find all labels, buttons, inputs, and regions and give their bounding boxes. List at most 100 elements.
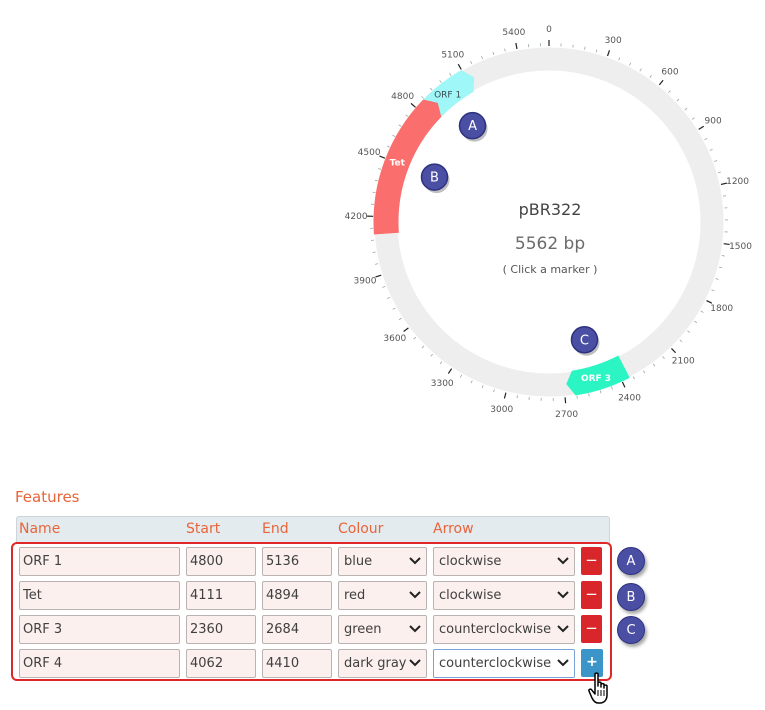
add-feature-button[interactable]: +	[581, 649, 603, 677]
feature-arrow-select[interactable]: clockwise	[433, 547, 575, 576]
feature-colour-select[interactable]: green	[338, 615, 427, 644]
row-badge-c: C	[617, 616, 645, 644]
minor-tick	[439, 80, 442, 83]
feature-start-input[interactable]	[186, 581, 256, 610]
major-tick	[723, 243, 730, 246]
major-tick	[503, 392, 507, 399]
major-tick	[720, 182, 727, 186]
remove-feature-button[interactable]: −	[581, 615, 602, 643]
tick-label: 0	[546, 25, 552, 35]
minor-tick	[599, 390, 602, 394]
plasmid-name: pBR322	[519, 200, 582, 219]
feature-colour-select[interactable]: blue	[338, 547, 427, 576]
minor-tick	[584, 46, 586, 50]
minor-tick	[709, 148, 713, 151]
feature-start-input[interactable]	[186, 615, 256, 644]
column-header-arrow: Arrow	[433, 521, 474, 537]
feature-labels: ORF 1 Tet ORF 3	[390, 90, 611, 384]
feature-colour-value: dark gray	[344, 656, 407, 671]
minor-tick	[595, 49, 598, 53]
major-tick	[379, 155, 386, 159]
tick-label: 2700	[555, 410, 578, 420]
major-tick	[658, 79, 664, 86]
plasmid-size: 5562 bp	[515, 234, 585, 254]
minor-tick	[398, 317, 402, 321]
plasmid-hint: ( Click a marker )	[503, 263, 598, 276]
minor-tick	[639, 68, 642, 72]
minor-tick	[378, 168, 382, 170]
minor-tick	[372, 251, 376, 253]
new-feature-arrow-select[interactable]: counterclockwise	[433, 649, 575, 678]
feature-arrow-select[interactable]: counterclockwise	[433, 615, 575, 644]
major-tick	[403, 327, 409, 332]
column-header-start: Start	[186, 521, 221, 537]
feature-marker[interactable]: C	[570, 326, 600, 356]
major-tick	[375, 274, 382, 278]
minor-tick	[684, 107, 688, 111]
feature-colour-value: red	[344, 588, 366, 603]
minor-tick	[632, 376, 635, 380]
minor-tick	[413, 336, 417, 340]
feature-start-input[interactable]	[186, 547, 256, 576]
minor-tick	[405, 114, 409, 117]
minor-tick	[629, 62, 632, 66]
feature-name-input[interactable]	[19, 581, 180, 610]
minor-tick	[652, 363, 656, 367]
feature-end-input[interactable]	[262, 615, 332, 644]
minor-tick	[676, 98, 680, 102]
feature-colour-select[interactable]: red	[338, 581, 427, 610]
minor-tick	[429, 87, 433, 91]
major-tick	[564, 397, 567, 404]
minor-tick	[694, 320, 698, 324]
remove-feature-button[interactable]: −	[581, 581, 602, 609]
feature-arc[interactable]	[566, 355, 630, 396]
major-tick	[698, 125, 705, 130]
tick-labels: 0 300 600 900 1200 1500 1800 2100 2400 2700 3000 33…	[345, 25, 753, 420]
minor-tick	[679, 339, 683, 343]
marker-letter: C	[580, 333, 589, 348]
minor-tick	[439, 361, 443, 365]
minor-tick	[430, 353, 434, 357]
chevron-down-icon	[557, 557, 569, 565]
new-feature-end-input[interactable]	[262, 649, 332, 678]
feature-arrow-value: clockwise	[439, 554, 502, 569]
tick-label: 3000	[490, 405, 513, 415]
minor-tick	[618, 57, 621, 61]
minor-tick	[398, 124, 402, 127]
minor-tick	[392, 134, 396, 137]
feature-label: ORF 3	[581, 374, 611, 384]
new-feature-start-input[interactable]	[186, 649, 256, 678]
feature-arcs	[373, 70, 630, 396]
feature-arrow-select[interactable]: clockwise	[433, 581, 575, 610]
tick-label: 600	[661, 68, 678, 78]
minor-tick	[687, 330, 691, 333]
feature-arc[interactable]	[373, 99, 442, 235]
new-feature-name-input[interactable]	[19, 649, 180, 678]
remove-feature-button[interactable]: −	[581, 547, 602, 575]
chevron-down-icon	[409, 591, 421, 599]
feature-name-input[interactable]	[19, 615, 180, 644]
major-tick	[410, 102, 416, 108]
feature-name-input[interactable]	[19, 547, 180, 576]
minor-tick	[470, 380, 473, 384]
tick-label: 3900	[354, 276, 377, 286]
minor-tick	[387, 296, 391, 299]
minor-tick	[504, 48, 506, 52]
feature-marker[interactable]: B	[420, 163, 450, 194]
minor-tick	[588, 393, 590, 397]
chevron-down-icon	[409, 557, 421, 565]
tick-label: 2100	[672, 357, 695, 367]
feature-label: ORF 1	[434, 90, 461, 100]
plasmid-map: 0 300 600 900 1200 1500 1800 2100 2400 2700 3000 33…	[345, 25, 753, 420]
row-badge-b: B	[617, 583, 645, 611]
marker-circle	[420, 163, 449, 191]
feature-marker[interactable]: A	[458, 111, 488, 142]
chevron-down-icon	[409, 625, 421, 633]
tick-label: 1800	[710, 304, 733, 314]
feature-end-input[interactable]	[262, 581, 332, 610]
feature-end-input[interactable]	[262, 547, 332, 576]
column-header-colour: Colour	[338, 521, 384, 537]
minor-tick	[459, 374, 463, 378]
new-feature-colour-select[interactable]: dark gray	[338, 649, 427, 678]
minor-tick	[372, 191, 376, 194]
